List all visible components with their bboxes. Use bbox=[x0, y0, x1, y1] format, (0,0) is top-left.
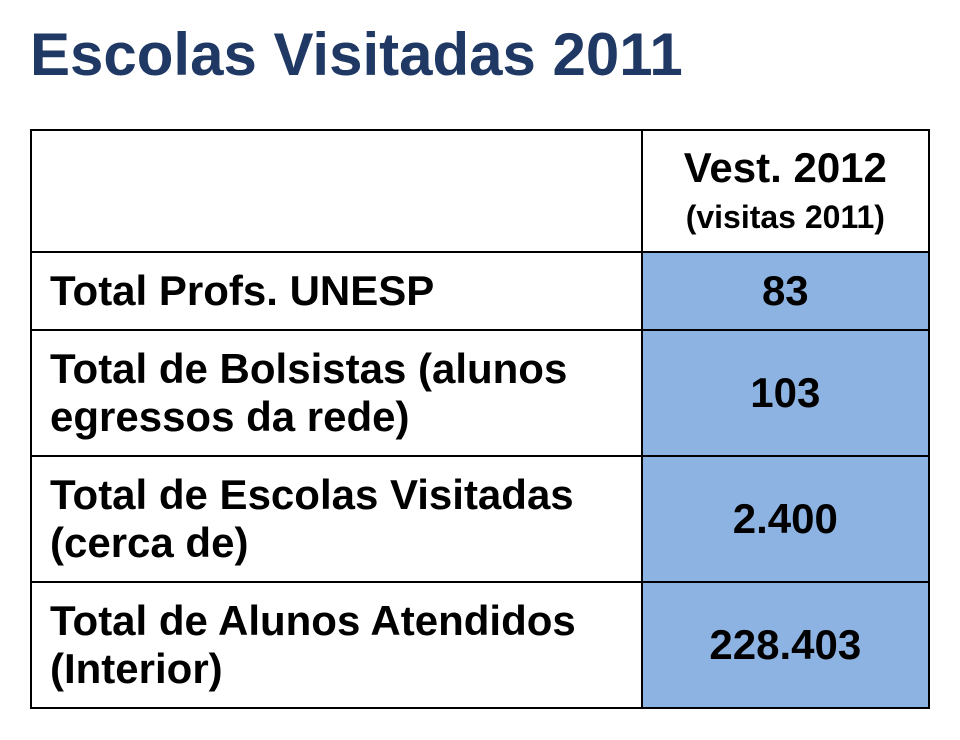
slide: Escolas Visitadas 2011 Vest. 2012 (visit… bbox=[0, 0, 960, 740]
row-label: Total Profs. UNESP bbox=[31, 252, 642, 330]
row-value: 103 bbox=[642, 330, 929, 456]
header-value-line2: (visitas 2011) bbox=[686, 199, 885, 235]
row-label: Total de Escolas Visitadas (cerca de) bbox=[31, 456, 642, 582]
row-value: 2.400 bbox=[642, 456, 929, 582]
header-value-cell: Vest. 2012 (visitas 2011) bbox=[642, 130, 929, 252]
header-label-cell bbox=[31, 130, 642, 252]
page-title: Escolas Visitadas 2011 bbox=[30, 20, 930, 89]
table-row: Total Profs. UNESP 83 bbox=[31, 252, 929, 330]
table-row: Total de Alunos Atendidos (Interior) 228… bbox=[31, 582, 929, 708]
data-table: Vest. 2012 (visitas 2011) Total Profs. U… bbox=[30, 129, 930, 709]
header-value-line1: Vest. 2012 bbox=[684, 144, 887, 191]
row-label: Total de Bolsistas (alunos egressos da r… bbox=[31, 330, 642, 456]
row-value: 83 bbox=[642, 252, 929, 330]
table-row: Total de Bolsistas (alunos egressos da r… bbox=[31, 330, 929, 456]
row-label: Total de Alunos Atendidos (Interior) bbox=[31, 582, 642, 708]
table-row: Total de Escolas Visitadas (cerca de) 2.… bbox=[31, 456, 929, 582]
row-value: 228.403 bbox=[642, 582, 929, 708]
table-header-row: Vest. 2012 (visitas 2011) bbox=[31, 130, 929, 252]
